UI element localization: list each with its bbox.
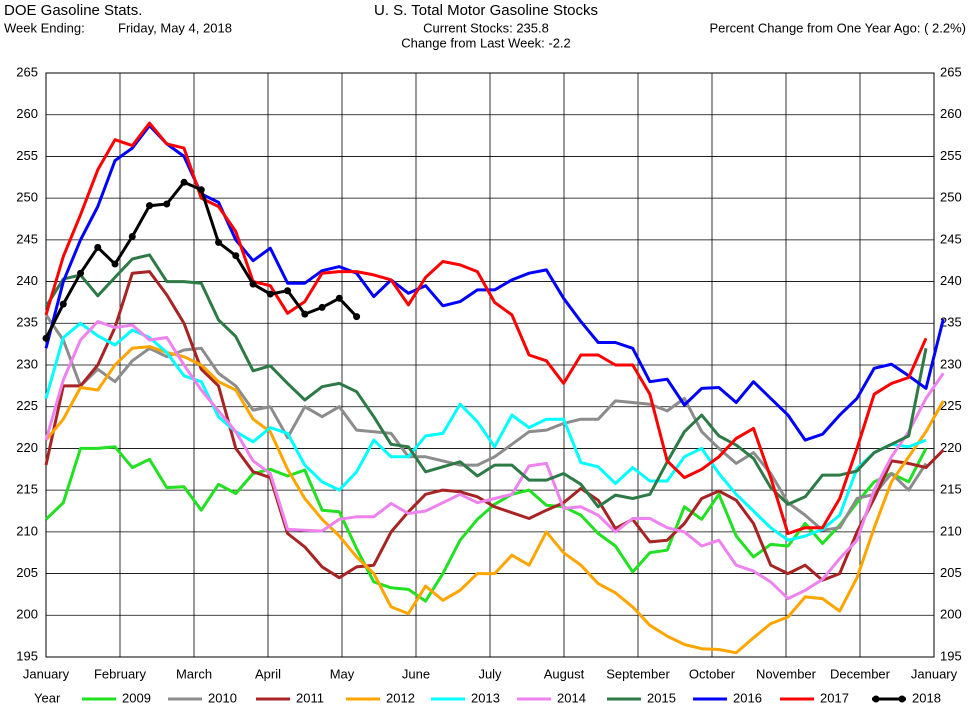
y-tick-label: 245 — [16, 231, 38, 246]
series-marker — [77, 269, 85, 277]
x-tick-label: August — [544, 666, 585, 681]
series-marker — [284, 287, 292, 295]
series-marker — [232, 252, 240, 260]
y2-tick-label: 210 — [940, 523, 962, 538]
y2-tick-label: 215 — [940, 482, 962, 497]
y2-tick-label: 220 — [940, 440, 962, 455]
x-tick-label: July — [478, 666, 502, 681]
series-line — [44, 345, 945, 655]
y2-tick-label: 205 — [940, 565, 962, 580]
y2-tick-label: 265 — [940, 64, 962, 79]
series-marker — [353, 313, 361, 321]
y-tick-label: 230 — [16, 356, 38, 371]
legend-label: 2018 — [912, 690, 941, 705]
x-tick-label: March — [176, 666, 212, 681]
y2-tick-label: 195 — [940, 648, 962, 663]
current-stocks: Current Stocks: 235.8 — [423, 20, 549, 35]
legend-label: 2012 — [386, 690, 415, 705]
series-marker — [111, 260, 119, 268]
series-marker — [249, 280, 257, 288]
y-tick-label: 195 — [16, 648, 38, 663]
chart-title: U. S. Total Motor Gasoline Stocks — [374, 2, 598, 19]
series-marker — [146, 202, 154, 210]
series-marker — [318, 303, 326, 311]
series-line — [44, 445, 928, 603]
legend-label: 2009 — [122, 690, 151, 705]
source-label: DOE Gasoline Stats. — [4, 2, 142, 19]
legend-label: 2010 — [208, 690, 237, 705]
series-marker — [301, 310, 309, 318]
y-tick-label: 265 — [16, 64, 38, 79]
series-marker — [42, 334, 50, 342]
y-tick-label: 225 — [16, 398, 38, 413]
series-marker — [215, 238, 223, 246]
y2-tick-label: 240 — [940, 273, 962, 288]
y-tick-label: 260 — [16, 106, 38, 121]
y-tick-label: 255 — [16, 148, 38, 163]
yoy-change: Percent Change from One Year Ago: ( 2.2%… — [709, 20, 966, 35]
legend-marker — [872, 695, 880, 703]
y-tick-label: 250 — [16, 190, 38, 205]
x-tick-label: September — [606, 666, 670, 681]
y2-tick-label: 255 — [940, 148, 962, 163]
x-tick-label: January — [911, 666, 958, 681]
series-line — [44, 253, 928, 509]
y2-tick-label: 250 — [940, 190, 962, 205]
x-tick-label: February — [94, 666, 147, 681]
x-tick-label: June — [402, 666, 430, 681]
y-tick-label: 235 — [16, 315, 38, 330]
x-tick-label: November — [756, 666, 817, 681]
y-tick-label: 215 — [16, 482, 38, 497]
legend-label: 2016 — [733, 690, 762, 705]
legend-label: 2014 — [557, 690, 586, 705]
x-tick-label: April — [255, 666, 281, 681]
x-tick-label: October — [689, 666, 736, 681]
legend-label: 2015 — [647, 690, 676, 705]
series-marker — [163, 200, 171, 208]
series-marker — [335, 294, 343, 302]
legend-label: 2011 — [296, 690, 324, 705]
x-tick-label: May — [330, 666, 355, 681]
series-marker — [128, 233, 136, 241]
y2-tick-label: 260 — [940, 106, 962, 121]
series-marker — [180, 178, 188, 186]
y-tick-label: 240 — [16, 273, 38, 288]
legend-label: 2017 — [820, 690, 849, 705]
week-ending-label: Week Ending: — [4, 20, 85, 35]
series-marker — [94, 243, 102, 251]
y2-tick-label: 225 — [940, 398, 962, 413]
week-ending-date: Friday, May 4, 2018 — [118, 20, 232, 35]
x-tick-label: December — [830, 666, 891, 681]
series-line — [44, 320, 945, 601]
y2-tick-label: 230 — [940, 356, 962, 371]
series-line — [44, 121, 928, 535]
legend-title: Year — [34, 690, 61, 705]
y-tick-label: 220 — [16, 440, 38, 455]
series-line — [44, 270, 945, 582]
series-marker — [59, 300, 67, 308]
y-tick-label: 210 — [16, 523, 38, 538]
legend-marker — [898, 695, 906, 703]
series-marker — [197, 186, 205, 194]
y-tick-label: 200 — [16, 607, 38, 622]
legend-label: 2013 — [471, 690, 500, 705]
y2-tick-label: 200 — [940, 607, 962, 622]
series-marker — [266, 290, 274, 298]
weekly-change: Change from Last Week: -2.2 — [401, 35, 571, 50]
x-tick-label: January — [23, 666, 70, 681]
y2-tick-label: 245 — [940, 231, 962, 246]
y-tick-label: 205 — [16, 565, 38, 580]
y2-tick-label: 235 — [940, 315, 962, 330]
